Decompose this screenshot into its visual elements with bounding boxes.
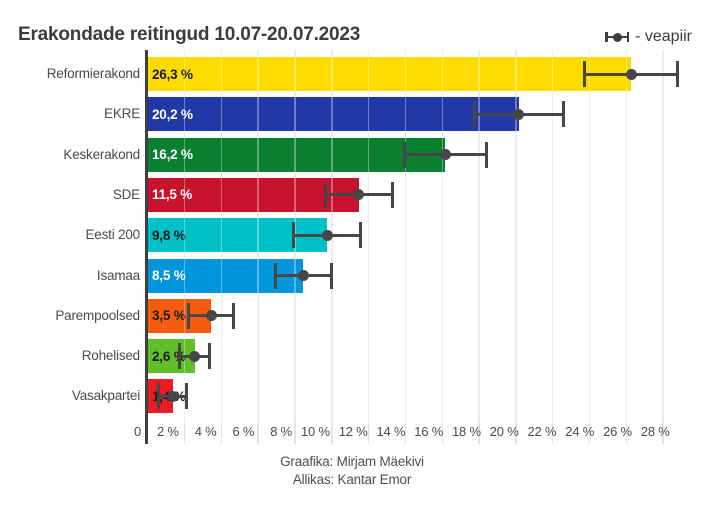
category-label-sde: SDE xyxy=(112,186,140,202)
bar-ekre: 20,2 % xyxy=(147,97,519,132)
value-label-parempoolsed: 3,5 % xyxy=(152,308,186,324)
legend-label: - veapiir xyxy=(635,28,692,45)
gridline-overlay xyxy=(183,50,186,422)
category-label-reformierakond: Reformierakond xyxy=(46,66,140,81)
category-label-ekre: EKRE xyxy=(104,106,140,122)
x-tick-label: 22 % xyxy=(527,424,557,439)
category-label-eesti-200: Eesti 200 xyxy=(85,227,141,243)
gridline-overlay xyxy=(625,50,628,422)
gridline-overlay xyxy=(367,50,370,422)
gridline xyxy=(441,50,443,444)
chart-footer: Graafika: Mirjam Mäekivi Allikas: Kantar… xyxy=(0,453,704,489)
gridline xyxy=(662,50,664,444)
bar-reformierakond: 26,3 % xyxy=(147,57,632,91)
x-tick-label: 10 % xyxy=(300,424,330,439)
x-tick-label: 20 % xyxy=(489,424,519,439)
category-label-isamaa: Isamaa xyxy=(96,267,140,283)
gridline xyxy=(515,50,517,444)
x-tick-label: 26 % xyxy=(603,424,632,439)
gridline-overlay xyxy=(515,50,517,422)
errorbar-vasakpartei xyxy=(157,383,189,410)
category-label-vasakpartei: Vasakpartei xyxy=(71,388,140,404)
x-tick-label: 18 % xyxy=(452,424,481,439)
value-label-keskerakond: 16,2 % xyxy=(152,147,193,163)
value-label-eesti-200: 9,8 % xyxy=(152,227,186,243)
category-label-parempoolsed: Parempoolsed xyxy=(55,307,140,323)
gridline xyxy=(404,50,407,444)
category-axis: Reformierakond EKRE Keskerakond SDE Eesti 20… xyxy=(0,50,140,422)
errorbar-eesti-200 xyxy=(292,222,363,249)
gridline-overlay xyxy=(551,50,554,422)
plot-area: 26,3 % 20,2 % 16,2 % 11,5 % 9,8 % 8,5 % 3,5 % 2… xyxy=(145,50,690,444)
chart-title: Erakondade reitingud 10.07-20.07.2023 xyxy=(18,24,361,45)
errorbar-parempoolsed xyxy=(187,302,236,329)
errorbar-isamaa xyxy=(274,262,333,289)
value-label-reformierakond: 26,3 % xyxy=(152,66,193,82)
errorbar-icon xyxy=(605,30,630,44)
x-tick-label: 28 % xyxy=(640,424,670,439)
gridline-overlay xyxy=(588,50,591,422)
errorbar-ekre xyxy=(472,101,565,128)
x-tick-label: 4 % xyxy=(194,424,217,439)
x-axis: 0 2 % 4 % 6 % 8 % 10 % 12 % 14 % 16 % 18 % 20 % 22 … xyxy=(134,424,704,442)
gridline xyxy=(625,50,628,444)
category-label-rohelised: Rohelised xyxy=(81,348,140,364)
gridline xyxy=(588,50,591,444)
value-label-isamaa: 8,5 % xyxy=(152,268,186,283)
gridline-overlay xyxy=(404,50,407,422)
credit-source: Allikas: Kantar Emor xyxy=(292,472,412,487)
bar-sde: 11,5 % xyxy=(147,177,359,212)
category-label-keskerakond: Keskerakond xyxy=(63,146,140,162)
credit-graphics: Graafika: Mirjam Mäekivi xyxy=(280,454,424,469)
gridline-overlay xyxy=(220,50,223,422)
y-axis-line xyxy=(145,50,148,444)
x-tick-label: 0 xyxy=(133,424,141,439)
x-tick-label: 12 % xyxy=(338,424,368,439)
gridline xyxy=(551,50,554,444)
errorbar-keskerakond xyxy=(402,141,488,168)
x-tick-label: 14 % xyxy=(376,424,406,439)
x-tick-label: 16 % xyxy=(414,424,444,439)
x-tick-label: 2 % xyxy=(156,424,179,439)
x-tick-label: 8 % xyxy=(270,424,293,439)
gridline xyxy=(331,50,333,444)
gridline-overlay xyxy=(257,50,259,422)
errorbar-rohelised xyxy=(178,343,212,370)
x-tick-label: 6 % xyxy=(232,424,255,439)
gridline-overlay xyxy=(662,50,664,422)
errorbar-reformierakond xyxy=(583,61,679,87)
gridline xyxy=(478,50,480,444)
errorbar-sde xyxy=(323,181,394,208)
x-tick-label: 24 % xyxy=(565,424,595,439)
bar-rohelised: 2,6 % xyxy=(147,339,195,374)
value-label-rohelised: 2,6 % xyxy=(152,348,186,364)
gridline xyxy=(367,50,370,444)
errorbar-legend: - veapiir xyxy=(605,28,692,46)
value-label-sde: 11,5 % xyxy=(152,187,193,203)
bar-keskerakond: 16,2 % xyxy=(147,137,446,172)
gridline-overlay xyxy=(478,50,480,422)
gridline-overlay xyxy=(441,50,443,422)
value-label-ekre: 20,2 % xyxy=(152,106,193,122)
